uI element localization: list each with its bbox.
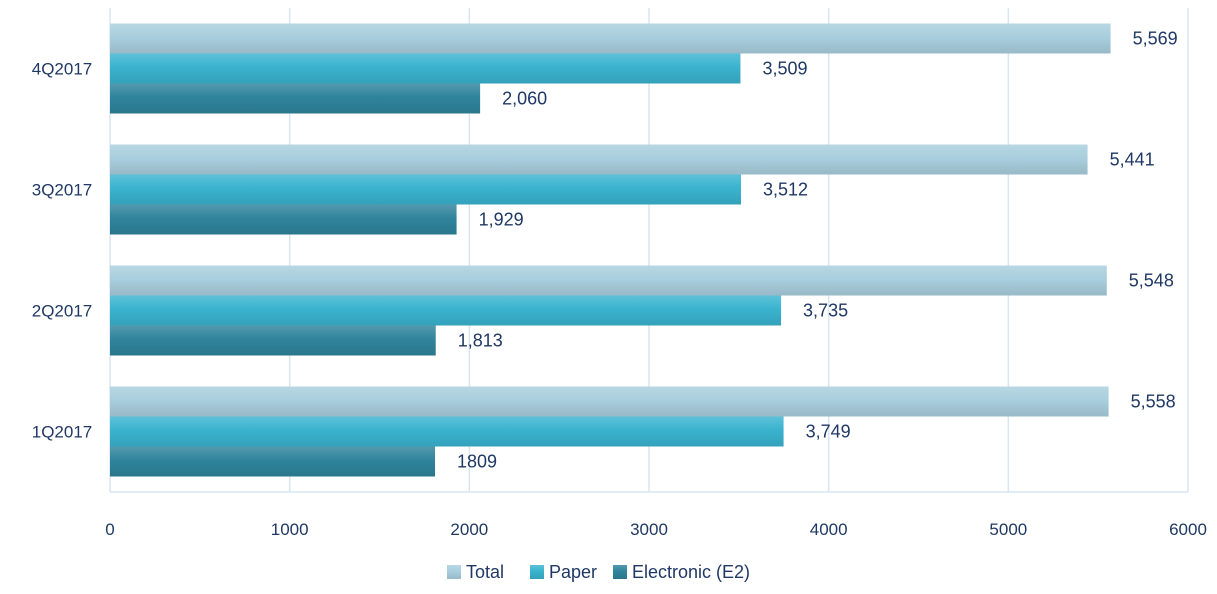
bar-paper-3q2017: [110, 174, 741, 205]
data-labels: 5,558 3,749 1809 5,548 3,735 1,813 5,441 3,512 1…: [457, 29, 1178, 472]
category-label-3q2017: 3Q2017: [32, 181, 93, 200]
x-tick-label-3000: 3000: [630, 520, 668, 539]
data-label-total-4q2017: 5,569: [1133, 29, 1178, 49]
bar-paper-1q2017: [110, 416, 784, 447]
category-label-4q2017: 4Q2017: [32, 60, 93, 79]
data-label-electronic-e2-4q2017: 2,060: [502, 89, 547, 109]
legend-label-paper: Paper: [549, 562, 597, 582]
x-tick-label-5000: 5000: [989, 520, 1027, 539]
data-label-total-3q2017: 5,441: [1110, 150, 1155, 170]
data-label-paper-2q2017: 3,735: [803, 301, 848, 321]
bar-electronic-e2-1q2017: [110, 446, 436, 477]
bar-total-1q2017: [110, 386, 1109, 417]
data-label-paper-1q2017: 3,749: [806, 422, 851, 442]
bar-electronic-e2-2q2017: [110, 325, 436, 356]
bars-group: [110, 23, 1111, 477]
bar-paper-4q2017: [110, 53, 741, 84]
category-label-2q2017: 2Q2017: [32, 302, 93, 321]
legend-swatch-electronic-e2: [613, 565, 627, 579]
data-label-electronic-e2-1q2017: 1809: [457, 452, 497, 472]
legend-swatch-total: [447, 565, 461, 579]
data-label-total-1q2017: 5,558: [1131, 392, 1176, 412]
bar-total-2q2017: [110, 265, 1107, 296]
data-label-electronic-e2-3q2017: 1,929: [479, 210, 524, 230]
x-tick-label-4000: 4000: [810, 520, 848, 539]
data-label-total-2q2017: 5,548: [1129, 271, 1174, 291]
x-tick-label-6000: 6000: [1169, 520, 1207, 539]
bar-paper-2q2017: [110, 295, 782, 326]
legend-label-total: Total: [466, 562, 504, 582]
category-label-1q2017: 1Q2017: [32, 423, 93, 442]
legend-swatch-paper: [530, 565, 544, 579]
legend: Total Paper Electronic (E2): [447, 562, 750, 582]
data-label-paper-4q2017: 3,509: [762, 59, 807, 79]
bar-electronic-e2-3q2017: [110, 204, 457, 235]
category-axis: 1Q2017 2Q2017 3Q2017 4Q2017: [32, 60, 93, 442]
x-tick-label-1000: 1000: [271, 520, 309, 539]
bar-total-3q2017: [110, 144, 1088, 175]
x-tick-label-0: 0: [105, 520, 114, 539]
x-tick-label-2000: 2000: [450, 520, 488, 539]
data-label-electronic-e2-2q2017: 1,813: [458, 331, 503, 351]
bar-electronic-e2-4q2017: [110, 83, 481, 114]
data-label-paper-3q2017: 3,512: [763, 180, 808, 200]
x-axis: 0 1000 2000 3000 4000 5000 6000: [105, 491, 1207, 539]
legend-label-electronic-e2: Electronic (E2): [632, 562, 750, 582]
bar-total-4q2017: [110, 23, 1111, 54]
